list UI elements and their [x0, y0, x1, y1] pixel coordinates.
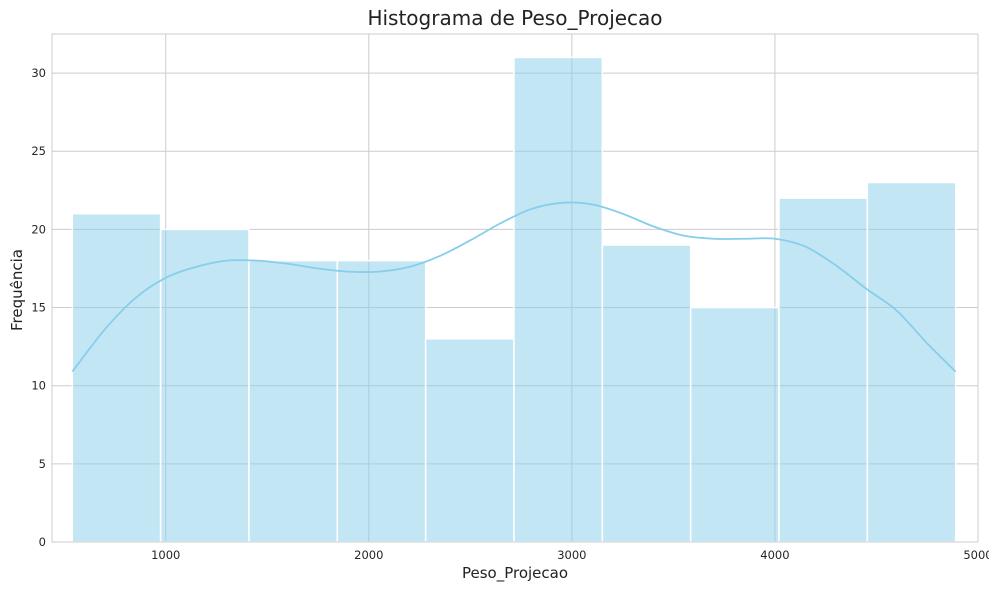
- x-tick-label: 1000: [151, 548, 180, 562]
- x-tick-label: 4000: [760, 548, 789, 562]
- y-tick-label: 20: [31, 222, 46, 236]
- histogram-bar: [513, 56, 604, 543]
- y-tick-label: 0: [39, 535, 46, 549]
- y-tick-label: 25: [31, 144, 46, 158]
- histogram-bar: [159, 228, 250, 543]
- x-tick-label: 5000: [963, 548, 989, 562]
- chart-title: Histograma de Peso_Projecao: [367, 6, 662, 30]
- axes-frame: [51, 33, 979, 543]
- histogram-bar: [601, 244, 692, 543]
- y-tick-labels: 0 5 10 15 20 25 30: [31, 66, 46, 549]
- histogram-bar: [336, 259, 427, 543]
- x-tick-labels: 1000 2000 3000 4000 5000: [151, 548, 989, 562]
- y-tick-label: 10: [31, 379, 46, 393]
- y-tick-label: 30: [31, 66, 46, 80]
- kde-line: [71, 201, 957, 373]
- x-tick-label: 3000: [557, 548, 586, 562]
- histogram-bar: [689, 306, 780, 543]
- histogram-bar: [866, 181, 957, 543]
- kde-curve-group: [71, 201, 957, 373]
- histogram-bars: [71, 56, 957, 543]
- x-axis-label: Peso_Projecao: [462, 564, 568, 583]
- histogram-bar: [778, 197, 869, 543]
- y-axis-label: Frequência: [8, 249, 26, 331]
- x-tick-label: 2000: [354, 548, 383, 562]
- histogram-bar: [248, 259, 339, 543]
- y-tick-label: 5: [39, 457, 46, 471]
- histogram-bar: [71, 213, 162, 543]
- y-tick-label: 15: [31, 301, 46, 315]
- histogram-bar: [424, 338, 515, 543]
